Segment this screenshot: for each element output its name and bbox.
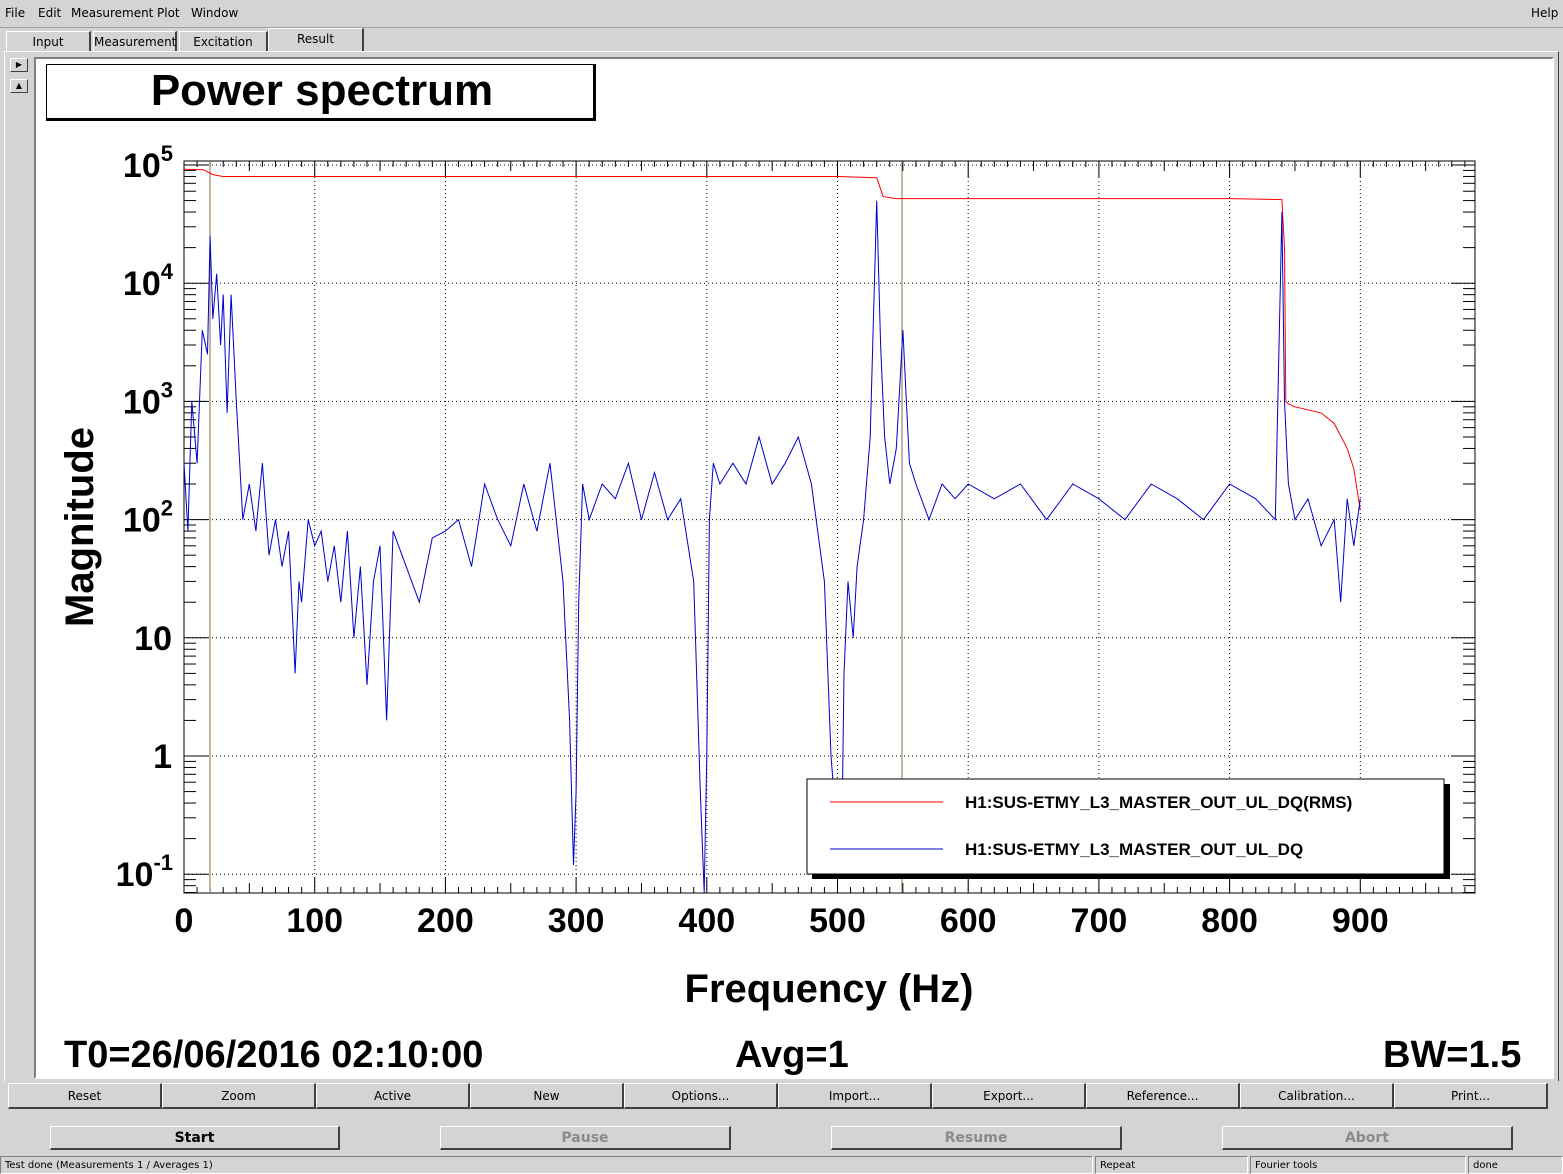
status-bar: Test done (Measurements 1 / Averages 1) …	[0, 1155, 1563, 1174]
new-button[interactable]: New	[470, 1083, 624, 1109]
calibration-button[interactable]: Calibration...	[1240, 1083, 1394, 1109]
menu-help[interactable]: Help	[1531, 6, 1559, 20]
plot-title: Power spectrum	[150, 66, 494, 115]
series-psd-line	[183, 200, 1361, 893]
y-tick-label: 104	[123, 259, 174, 303]
result-panel	[4, 51, 1559, 1081]
legend-psd-label: H1:SUS-ETMY_L3_MASTER_OUT_UL_DQ	[965, 840, 1303, 859]
menu-window[interactable]: Window	[191, 6, 239, 20]
plot-canvas[interactable]	[34, 57, 1554, 1079]
y-axis-label: Magnitude	[58, 427, 102, 627]
menu-measurement[interactable]: Measurement	[71, 6, 154, 20]
plot-frame	[183, 160, 1476, 894]
avg-label: Avg=1	[735, 1034, 849, 1076]
x-tick-label: 0	[175, 902, 194, 940]
x-tick-label: 700	[1071, 902, 1128, 940]
status-message: Test done (Measurements 1 / Averages 1)	[0, 1156, 1093, 1174]
menu-bar: File Edit Measurement Plot Window Help	[0, 0, 1563, 28]
bw-label: BW=1.5	[1383, 1034, 1522, 1076]
y-tick-label: 10-1	[116, 850, 173, 894]
start-button[interactable]: Start	[50, 1126, 340, 1150]
x-tick-label: 600	[940, 902, 997, 940]
reference-button[interactable]: Reference...	[1086, 1083, 1240, 1109]
abort-button[interactable]: Abort	[1222, 1126, 1513, 1150]
status-repeat: Repeat	[1095, 1156, 1248, 1174]
legend: H1:SUS-ETMY_L3_MASTER_OUT_UL_DQ(RMS) H1:…	[806, 778, 1450, 879]
x-tick-label: 100	[286, 902, 343, 940]
t0-label: T0=26/06/2016 02:10:00	[64, 1034, 484, 1076]
tab-excitation[interactable]: Excitation	[179, 31, 268, 52]
y-tick-labels: 10-1 1 10 102 103 104 105	[116, 141, 174, 894]
status-state: done	[1468, 1156, 1563, 1174]
tab-measurement[interactable]: Measurement	[93, 31, 177, 52]
reset-button[interactable]: Reset	[8, 1083, 162, 1109]
tab-result[interactable]: Result	[268, 28, 364, 52]
y-tick-label: 102	[123, 496, 173, 540]
resume-button[interactable]: Resume	[831, 1126, 1122, 1150]
tab-bar: Input Measurement Excitation Result	[0, 28, 1563, 52]
export-button[interactable]: Export...	[932, 1083, 1086, 1109]
axis-ticks	[183, 161, 1475, 894]
x-tick-label: 900	[1332, 902, 1389, 940]
x-tick-label: 400	[678, 902, 735, 940]
legend-rms-label: H1:SUS-ETMY_L3_MASTER_OUT_UL_DQ(RMS)	[965, 793, 1352, 812]
options-button[interactable]: Options...	[624, 1083, 778, 1109]
tab-input[interactable]: Input	[6, 31, 91, 52]
x-tick-label: 500	[809, 902, 866, 940]
import-button[interactable]: Import...	[778, 1083, 932, 1109]
active-button[interactable]: Active	[316, 1083, 470, 1109]
status-tools: Fourier tools	[1250, 1156, 1466, 1174]
menu-file[interactable]: File	[5, 6, 26, 20]
plot-toolbar: Reset Zoom Active New Options... Import.…	[4, 1083, 1559, 1111]
menu-plot[interactable]: Plot	[157, 6, 180, 20]
zoom-button[interactable]: Zoom	[162, 1083, 316, 1109]
series-rms-line	[183, 168, 1361, 511]
x-tick-label: 200	[417, 902, 474, 940]
x-axis-label: Frequency (Hz)	[685, 967, 974, 1011]
print-button[interactable]: Print...	[1394, 1083, 1548, 1109]
x-tick-labels: 0 100 200 300 400 500 600 700 800 900	[175, 902, 1389, 940]
plot-title-box: Power spectrum	[46, 64, 596, 121]
x-tick-label: 300	[548, 902, 605, 940]
y-tick-label: 103	[123, 377, 173, 421]
expand-arrow-icon[interactable]: ▶	[10, 58, 28, 72]
menu-edit[interactable]: Edit	[38, 6, 62, 20]
x-tick-label: 800	[1201, 902, 1258, 940]
y-tick-label: 105	[123, 141, 173, 185]
y-tick-label: 10	[134, 620, 172, 658]
y-tick-label: 1	[153, 738, 172, 776]
pause-button[interactable]: Pause	[440, 1126, 731, 1150]
collapse-arrow-icon[interactable]: ▲	[10, 79, 28, 93]
